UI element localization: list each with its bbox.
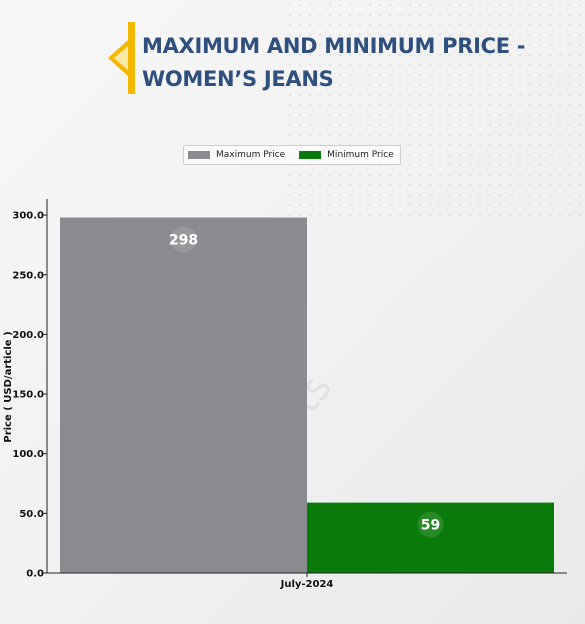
x-axis: July-2024 — [47, 572, 567, 590]
legend-swatch-minimum — [299, 151, 322, 159]
legend-swatch-maximum — [188, 151, 210, 159]
y-tick-label: 50.0 — [19, 509, 44, 520]
data-label: 298 — [169, 232, 198, 248]
y-tick-label: 0.0 — [26, 569, 44, 580]
chevron-accent-icon — [108, 22, 135, 94]
legend: Maximum Price Minimum Price — [183, 145, 401, 165]
data-label: 59 — [421, 518, 440, 534]
data-label-badge — [170, 226, 197, 253]
y-tick-label: 150.0 — [12, 390, 44, 401]
legend-label-maximum: Maximum Price — [216, 150, 286, 160]
chart-title: MAXIMUM AND MINIMUM PRICE - WOMEN’S JEAN… — [142, 30, 526, 96]
y-axis: 0.0 50.0 100.0 150.0 200.0 250.0 300.0 — [12, 199, 48, 580]
y-tick-label: 300.0 — [12, 211, 44, 222]
bars-group: 298 59 — [60, 217, 554, 574]
y-tick-label: 100.0 — [12, 449, 44, 460]
chart-title-line-2: WOMEN’S JEANS — [142, 67, 334, 91]
chart-title-line-1: MAXIMUM AND MINIMUM PRICE - — [142, 34, 526, 58]
legend-label-minimum: Minimum Price — [327, 150, 394, 160]
y-tick-label: 250.0 — [12, 270, 44, 281]
y-axis-label: Price ( USD/article ) — [3, 331, 14, 442]
x-tick-label: July-2024 — [280, 579, 334, 590]
data-label-badge — [417, 511, 444, 538]
legend-item-minimum: Minimum Price — [299, 150, 394, 160]
bar-maximum-price — [60, 217, 307, 574]
y-tick-label: 200.0 — [12, 330, 44, 341]
title-block: MAXIMUM AND MINIMUM PRICE - WOMEN’S JEAN… — [100, 20, 580, 100]
legend-item-maximum: Maximum Price — [188, 150, 285, 160]
background-dot-pattern — [285, 0, 585, 220]
bar-minimum-price — [307, 502, 554, 573]
